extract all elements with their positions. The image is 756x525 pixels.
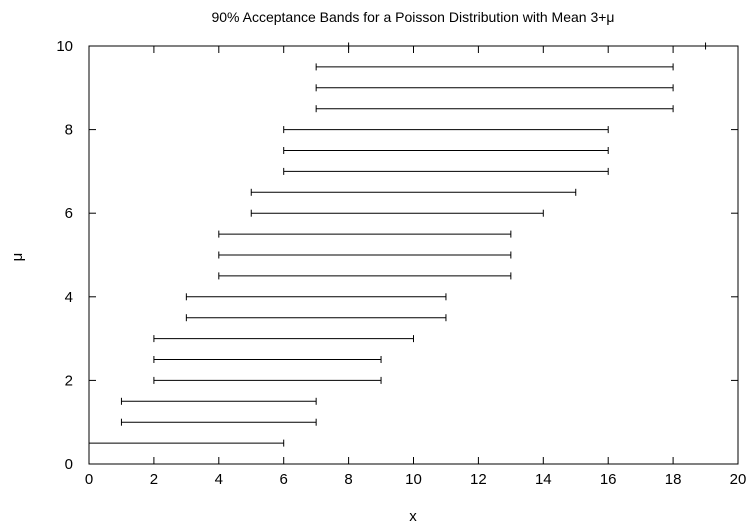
- x-tick-label: 10: [405, 471, 422, 488]
- acceptance-band: [219, 272, 511, 279]
- y-tick-label: 2: [65, 372, 73, 389]
- acceptance-band: [316, 105, 673, 112]
- x-tick-label: 6: [280, 471, 288, 488]
- acceptance-band: [284, 126, 609, 133]
- acceptance-band: [316, 84, 673, 91]
- y-tick-label: 6: [65, 205, 73, 222]
- acceptance-band: [121, 398, 316, 405]
- x-tick-label: 2: [150, 471, 158, 488]
- acceptance-band: [251, 210, 543, 217]
- x-tick-label: 16: [600, 471, 617, 488]
- acceptance-band: [154, 356, 381, 363]
- x-axis-label: x: [409, 508, 417, 525]
- x-tick-label: 4: [215, 471, 223, 488]
- acceptance-band: [284, 168, 609, 175]
- acceptance-band: [89, 440, 284, 447]
- y-tick-label: 8: [65, 122, 73, 139]
- acceptance-band: [154, 335, 414, 342]
- acceptance-band: [186, 293, 446, 300]
- x-tick-label: 14: [535, 471, 552, 488]
- y-tick-label: 4: [65, 289, 73, 306]
- y-axis-label: μ: [9, 253, 26, 262]
- acceptance-band: [121, 419, 316, 426]
- acceptance-band: [284, 147, 609, 154]
- acceptance-band: [316, 63, 673, 70]
- acceptance-band: [186, 314, 446, 321]
- acceptance-band: [154, 377, 381, 384]
- acceptance-band: [251, 189, 576, 196]
- chart-title: 90% Acceptance Bands for a Poisson Distr…: [211, 9, 614, 25]
- acceptance-band: [349, 43, 706, 50]
- acceptance-band: [219, 231, 511, 238]
- x-tick-label: 12: [470, 471, 487, 488]
- x-tick-label: 20: [730, 471, 747, 488]
- y-tick-label: 0: [65, 456, 73, 473]
- x-tick-label: 8: [344, 471, 352, 488]
- x-tick-label: 18: [665, 471, 682, 488]
- acceptance-bands: [89, 43, 706, 447]
- x-tick-label: 0: [85, 471, 93, 488]
- y-tick-label: 10: [56, 38, 73, 55]
- acceptance-band: [219, 252, 511, 259]
